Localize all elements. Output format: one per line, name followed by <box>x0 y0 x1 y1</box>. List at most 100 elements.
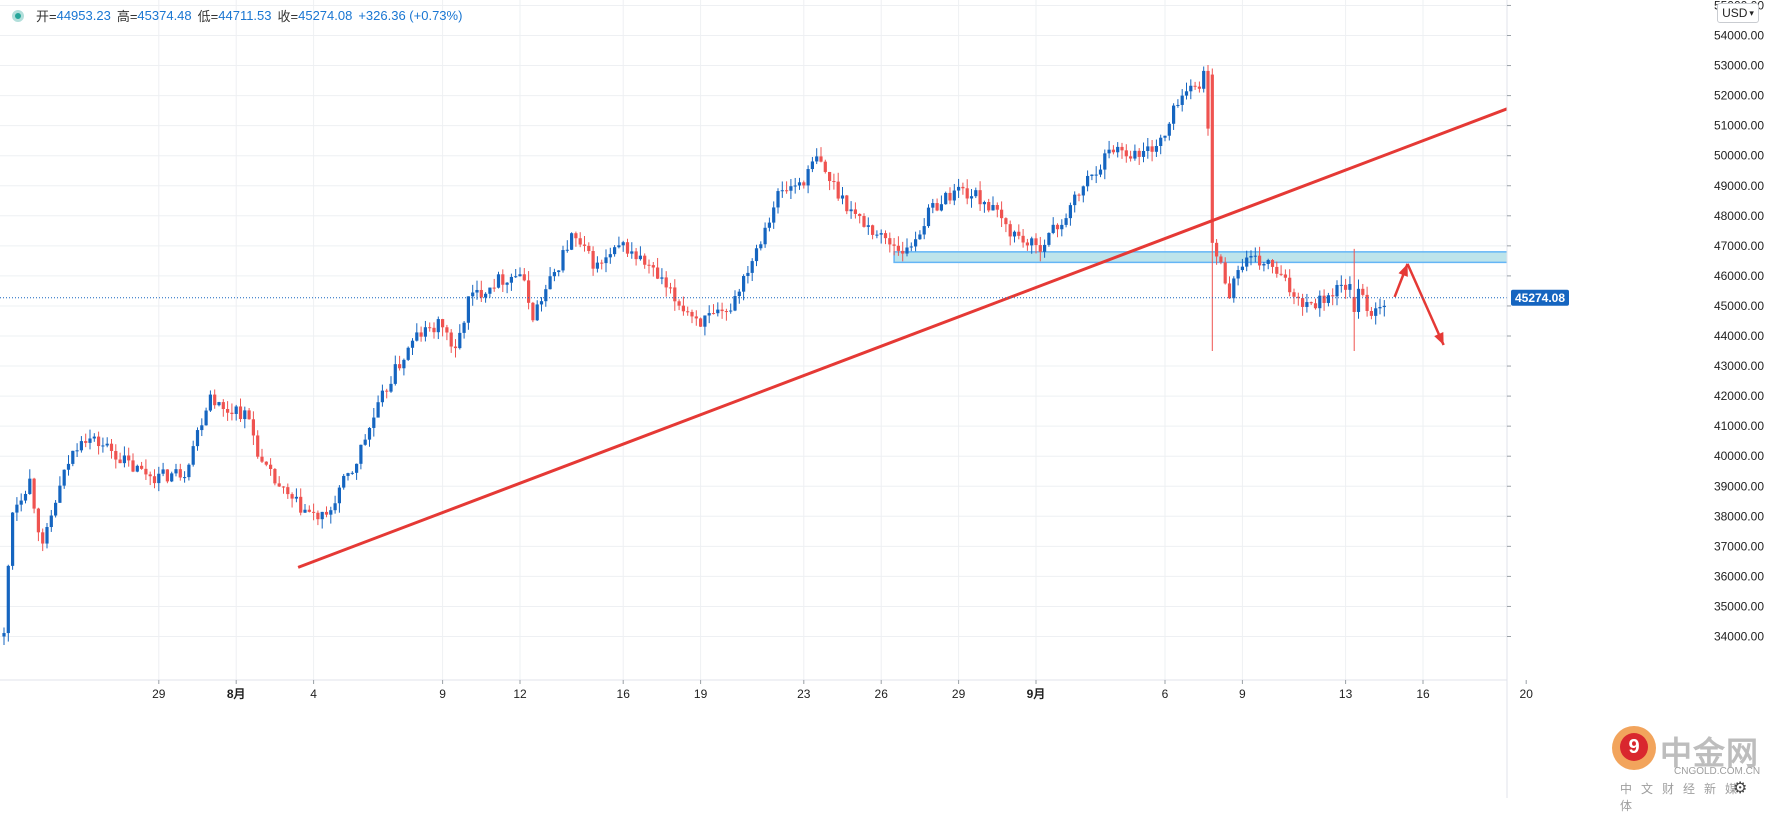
candle-body <box>793 185 797 187</box>
candle-body <box>1253 255 1257 257</box>
y-tick-label: 54000.00 <box>1714 29 1764 43</box>
candle <box>961 182 965 195</box>
candle <box>475 280 479 300</box>
candle-body <box>479 289 483 298</box>
candle <box>866 217 870 235</box>
grid-lines <box>0 0 1527 680</box>
candle <box>307 505 311 513</box>
candle-body <box>806 169 810 186</box>
candle-body <box>1262 263 1266 266</box>
currency-dropdown[interactable]: USD ▾ <box>1717 3 1759 23</box>
candle <box>819 147 823 163</box>
candle <box>1051 217 1055 235</box>
candle-body <box>677 301 681 306</box>
candle <box>759 241 763 251</box>
candle-body <box>359 444 363 464</box>
candle-body <box>531 302 535 321</box>
candle <box>376 395 380 418</box>
candle-body <box>565 249 569 251</box>
candle-body <box>1309 302 1313 304</box>
candle <box>1034 233 1038 254</box>
candle-body <box>1090 174 1094 176</box>
candle <box>32 477 36 514</box>
candle-body <box>681 305 685 312</box>
candle <box>372 407 376 437</box>
y-tick-label: 52000.00 <box>1714 89 1764 103</box>
candle-body <box>905 247 909 254</box>
y-tick-label: 39000.00 <box>1714 479 1764 493</box>
candle <box>195 427 200 451</box>
candle-body <box>71 450 75 464</box>
candle-body <box>122 455 126 464</box>
candle-body <box>608 254 612 258</box>
candle <box>1322 289 1326 311</box>
candle-body <box>75 450 79 452</box>
candle <box>1180 89 1184 112</box>
candle-body <box>668 287 673 289</box>
candle <box>789 179 793 200</box>
current-price-tag: 45274.08 <box>1515 291 1565 305</box>
candle-body <box>767 222 771 228</box>
candle <box>217 401 221 407</box>
candle-body <box>1326 295 1330 303</box>
candle <box>733 290 737 312</box>
candle-body <box>991 205 995 211</box>
candle-body <box>1193 85 1197 87</box>
candle <box>587 242 591 254</box>
candle-body <box>208 394 212 411</box>
close-label: 收= <box>277 9 299 24</box>
forecast-arrow <box>1393 263 1409 298</box>
candle <box>152 469 157 489</box>
candle <box>178 463 182 481</box>
candle-body <box>333 503 337 511</box>
candle <box>1047 232 1051 247</box>
candle <box>862 213 866 228</box>
candle <box>711 304 716 315</box>
candle-body <box>127 455 131 461</box>
candle <box>230 403 234 421</box>
candle <box>823 159 827 174</box>
candle <box>1210 68 1214 352</box>
candle <box>754 244 759 267</box>
candle <box>174 463 178 477</box>
candle <box>380 384 384 407</box>
candle <box>441 318 445 337</box>
candle-body <box>1322 295 1326 303</box>
candle-body <box>372 417 376 428</box>
candle-body <box>647 264 651 266</box>
candle <box>664 271 668 297</box>
candle-body <box>729 310 733 312</box>
candle-body <box>11 512 15 566</box>
candle <box>828 171 832 191</box>
candle <box>243 406 247 429</box>
candle <box>1012 230 1017 243</box>
candle <box>501 269 505 293</box>
candle-body <box>522 274 526 281</box>
candle-body <box>737 291 741 297</box>
candle-body <box>324 511 329 515</box>
candle <box>746 266 750 284</box>
candle <box>707 305 711 324</box>
chevron-down-icon: ▾ <box>1749 7 1754 18</box>
candle <box>1382 300 1386 317</box>
x-tick-label: 19 <box>694 687 708 701</box>
gear-icon[interactable]: ⚙ <box>1733 780 1748 797</box>
candle <box>1189 79 1193 100</box>
candle-body <box>1077 194 1081 196</box>
candle-body <box>853 209 857 214</box>
candle <box>1365 286 1369 317</box>
candle <box>1301 293 1305 316</box>
candle-body <box>656 267 660 279</box>
candle <box>41 528 45 552</box>
candle-body <box>1283 274 1287 278</box>
candle-body <box>385 390 389 392</box>
y-tick-label: 50000.00 <box>1714 149 1764 163</box>
candle <box>1275 261 1279 278</box>
candle <box>845 194 849 215</box>
candle <box>991 196 995 211</box>
candle-body <box>1206 70 1210 129</box>
candle-body <box>1382 305 1386 308</box>
candle-body <box>346 473 350 476</box>
candle-body <box>109 443 114 451</box>
